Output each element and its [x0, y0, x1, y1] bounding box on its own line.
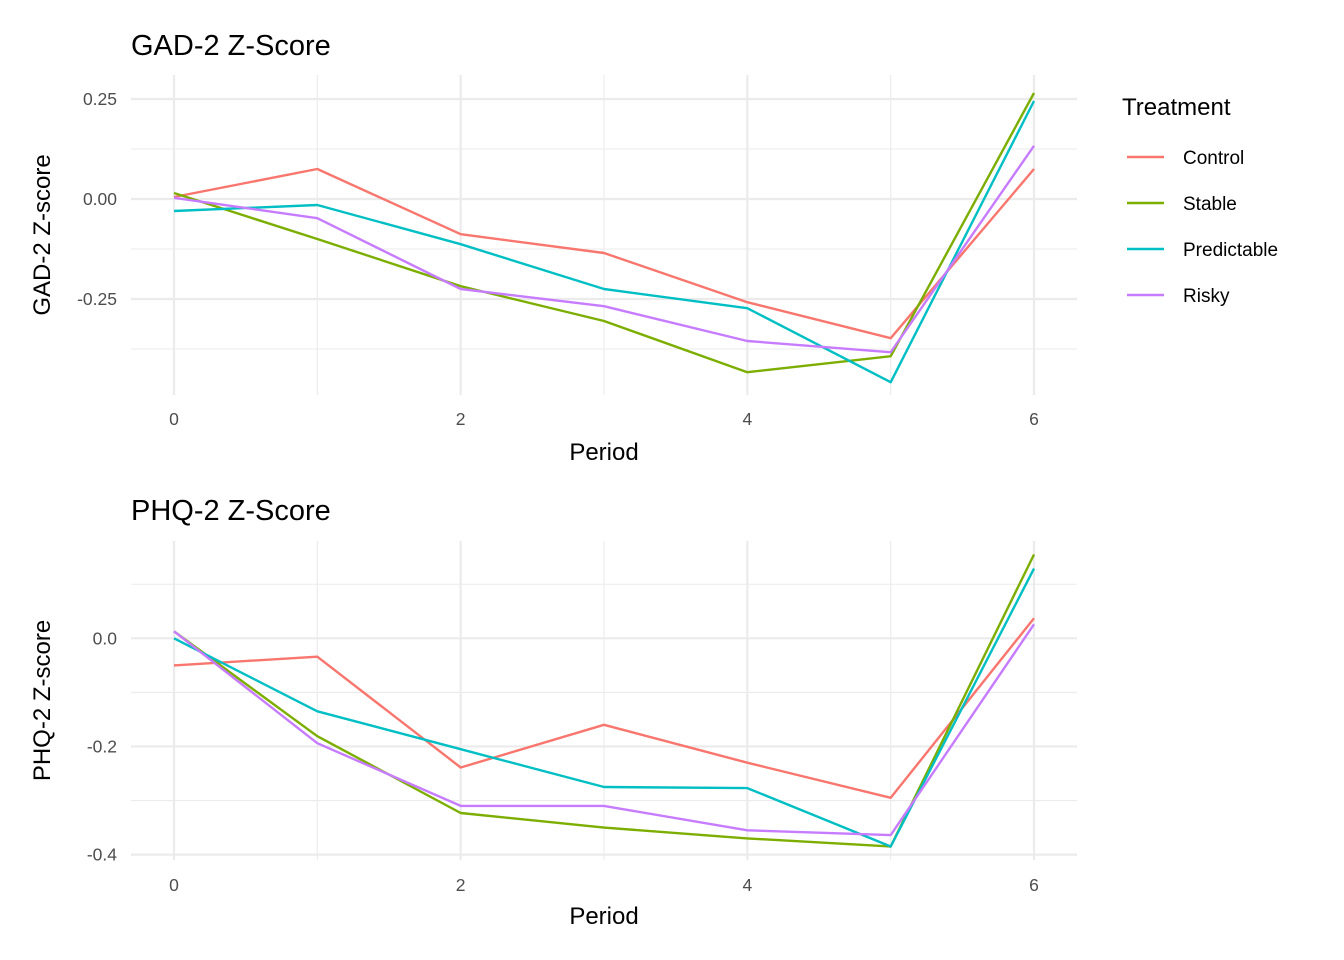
x-tick-label: 4	[742, 875, 752, 895]
series-line-predictable	[173, 100, 1036, 384]
chart-title: PHQ-2 Z-Score	[131, 495, 331, 527]
legend-item-control: Control	[1127, 148, 1244, 169]
x-tick-label: 4	[742, 409, 752, 429]
x-tick-label: 6	[1029, 875, 1039, 895]
y-axis-title: PHQ-2 Z-score	[29, 620, 56, 781]
y-tick-label: 0.0	[93, 628, 118, 648]
series-line-stable	[173, 92, 1036, 374]
legend-title: Treatment	[1122, 94, 1231, 121]
x-axis-title: Period	[569, 903, 638, 930]
y-tick-label: -0.4	[87, 845, 117, 865]
x-tick-label: 6	[1029, 409, 1039, 429]
x-tick-label: 2	[456, 875, 466, 895]
y-tick-label: -0.2	[87, 736, 117, 756]
x-tick-label: 0	[169, 875, 179, 895]
y-tick-label: 0.00	[83, 189, 117, 209]
x-tick-label: 0	[169, 409, 179, 429]
legend-item-risky: Risky	[1127, 286, 1230, 307]
legend-label: Stable	[1183, 194, 1237, 215]
series-line-risky	[173, 623, 1035, 837]
x-tick-label: 2	[456, 409, 466, 429]
y-tick-label: 0.25	[83, 89, 117, 109]
y-axis-title: GAD-2 Z-score	[29, 154, 56, 315]
chart-title: GAD-2 Z-Score	[131, 30, 331, 62]
legend-item-predictable: Predictable	[1127, 240, 1278, 261]
legend-label: Predictable	[1183, 240, 1278, 261]
y-tick-label: -0.25	[77, 289, 117, 309]
legend: Treatment Control Stable Predictable Risky	[1122, 94, 1278, 307]
series-line-control	[173, 167, 1035, 340]
legend-item-stable: Stable	[1127, 194, 1237, 215]
gad2-panel: 0.25 0.00 -0.25 0 2 4 6 GAD-2 Z-Score Period GAD-…	[29, 30, 1077, 466]
x-axis-title: Period	[569, 439, 638, 466]
legend-label: Control	[1183, 148, 1244, 169]
series-line-risky	[173, 145, 1035, 354]
series-line-predictable	[173, 568, 1036, 848]
series-line-control	[173, 617, 1035, 799]
legend-label: Risky	[1183, 286, 1230, 307]
phq2-panel: 0.0 -0.2 -0.4 0 2 4 6 PHQ-2 Z-Score Period PHQ-2 …	[29, 495, 1077, 930]
